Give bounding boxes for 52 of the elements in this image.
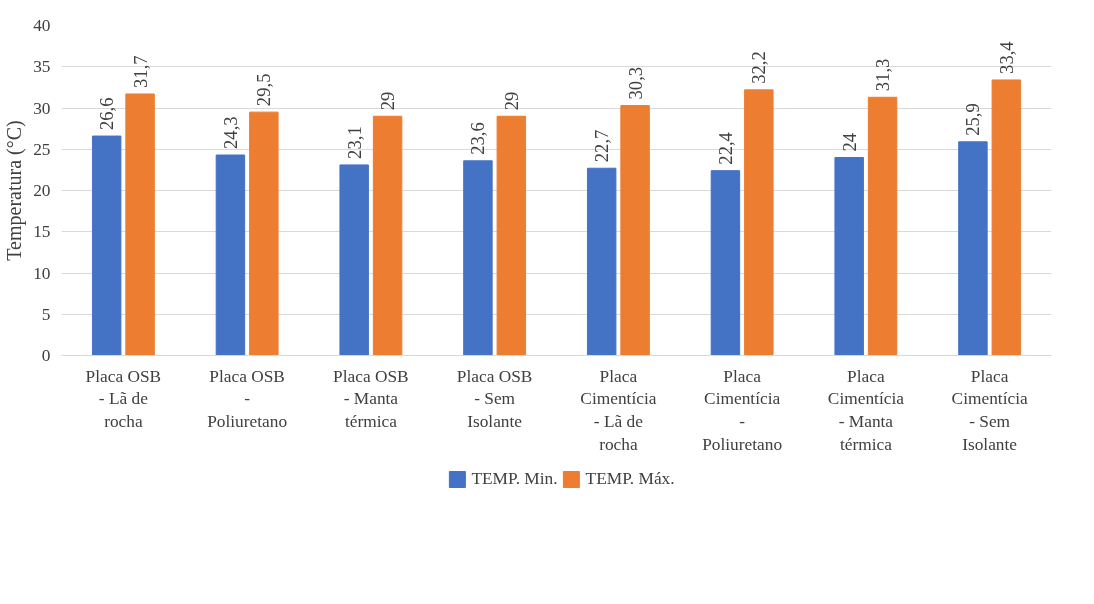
data-label: 24,3: [219, 116, 241, 150]
x-tick-label: Placa OSB - Sem Isolante: [456, 366, 533, 432]
bar: [249, 111, 279, 356]
data-label: 22,7: [591, 129, 613, 163]
y-tick-label: 25: [33, 139, 51, 159]
bar: [834, 157, 864, 356]
x-tick-label: Placa OSB - Lã de rocha: [85, 366, 162, 432]
data-label: 29,5: [253, 73, 275, 107]
legend-label: TEMP. Min.: [471, 468, 558, 489]
bar: [372, 115, 403, 356]
bar: [339, 164, 369, 356]
bar: [463, 160, 493, 356]
y-tick-label: 15: [33, 222, 51, 242]
data-label: 29: [500, 91, 522, 111]
bar: [496, 115, 527, 356]
bar: [91, 135, 122, 356]
data-label: 24: [838, 132, 860, 152]
data-label: 32,2: [748, 51, 770, 84]
y-tick-label: 30: [33, 98, 51, 118]
y-tick-label: 10: [33, 263, 51, 283]
data-label: 26,6: [96, 97, 118, 131]
data-label: 23,1: [343, 126, 365, 159]
x-tick-label: Placa OSB - Manta térmica: [333, 366, 409, 432]
y-tick-label: 5: [41, 304, 51, 324]
bar: [710, 170, 741, 356]
bar: [958, 141, 988, 356]
data-label: 30,3: [624, 66, 646, 100]
x-tick-label: Placa Cimentícia - Manta térmica: [827, 366, 905, 454]
data-label: 25,9: [962, 103, 984, 136]
bar: [125, 93, 155, 356]
y-tick-label: 20: [33, 181, 51, 200]
bar: [867, 96, 898, 356]
data-label: 31,3: [872, 58, 894, 92]
y-tick-label: 35: [33, 57, 51, 77]
x-tick-label: Placa Cimentícia - Lã de rocha: [580, 366, 657, 454]
data-label: 29: [377, 91, 399, 111]
bar: [991, 79, 1022, 356]
y-axis-title: Temperatura (°C): [3, 120, 27, 261]
bar: [215, 154, 246, 356]
x-tick-label: Placa Cimentícia - Sem Isolante: [951, 366, 1028, 454]
y-tick-label: 0: [41, 346, 51, 365]
y-tick-label: 40: [33, 16, 51, 35]
x-tick-label: Placa OSB - Poliuretano: [207, 366, 288, 432]
x-tick-label: Placa Cimentícia - Poliuretano: [702, 366, 783, 454]
bar: [620, 105, 650, 356]
data-label: 33,4: [995, 40, 1017, 74]
data-label: 31,7: [129, 55, 151, 88]
data-label: 22,4: [714, 131, 736, 165]
bar: [744, 89, 774, 356]
legend-label: TEMP. Máx.: [585, 468, 675, 489]
data-label: 23,6: [467, 122, 489, 155]
bar: [586, 167, 617, 356]
